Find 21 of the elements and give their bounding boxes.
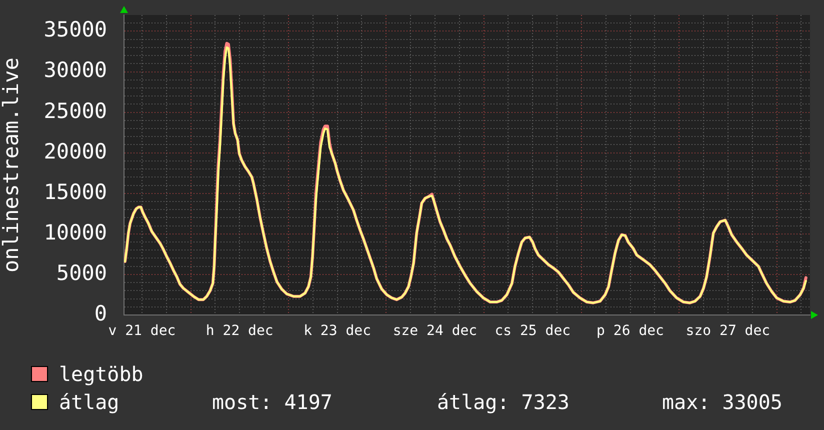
x-tick-label: szo 27 dec: [686, 323, 770, 340]
y-tick-label: 0: [94, 301, 107, 326]
text: max: 33005: [662, 390, 784, 414]
y-tick-label: 5000: [56, 260, 107, 285]
x-tick-label: cs 25 dec: [494, 323, 571, 340]
x-tick-label: p 26 dec: [596, 323, 664, 340]
x-tick-label: k 23 dec: [304, 323, 372, 340]
x-tick-label: sze 24 dec: [392, 323, 478, 340]
y-tick-label: 15000: [44, 180, 107, 204]
y-tick-label: 20000: [44, 139, 107, 164]
text: átlag: 7323: [437, 390, 570, 414]
legend-label: átlag: [59, 390, 120, 414]
x-tick-label: v 21 dec: [108, 323, 176, 340]
y-tick-label: 35000: [44, 18, 107, 42]
text: most: 4197: [212, 390, 334, 414]
y-tick-label: 25000: [44, 98, 107, 123]
y-tick-label: 30000: [44, 58, 107, 82]
y-tick-label: 10000: [44, 220, 107, 244]
legend-label: legtöbb: [59, 362, 144, 386]
x-tick-label: h 22 dec: [206, 323, 274, 340]
y-axis-title: onlinestream.live: [0, 58, 24, 272]
